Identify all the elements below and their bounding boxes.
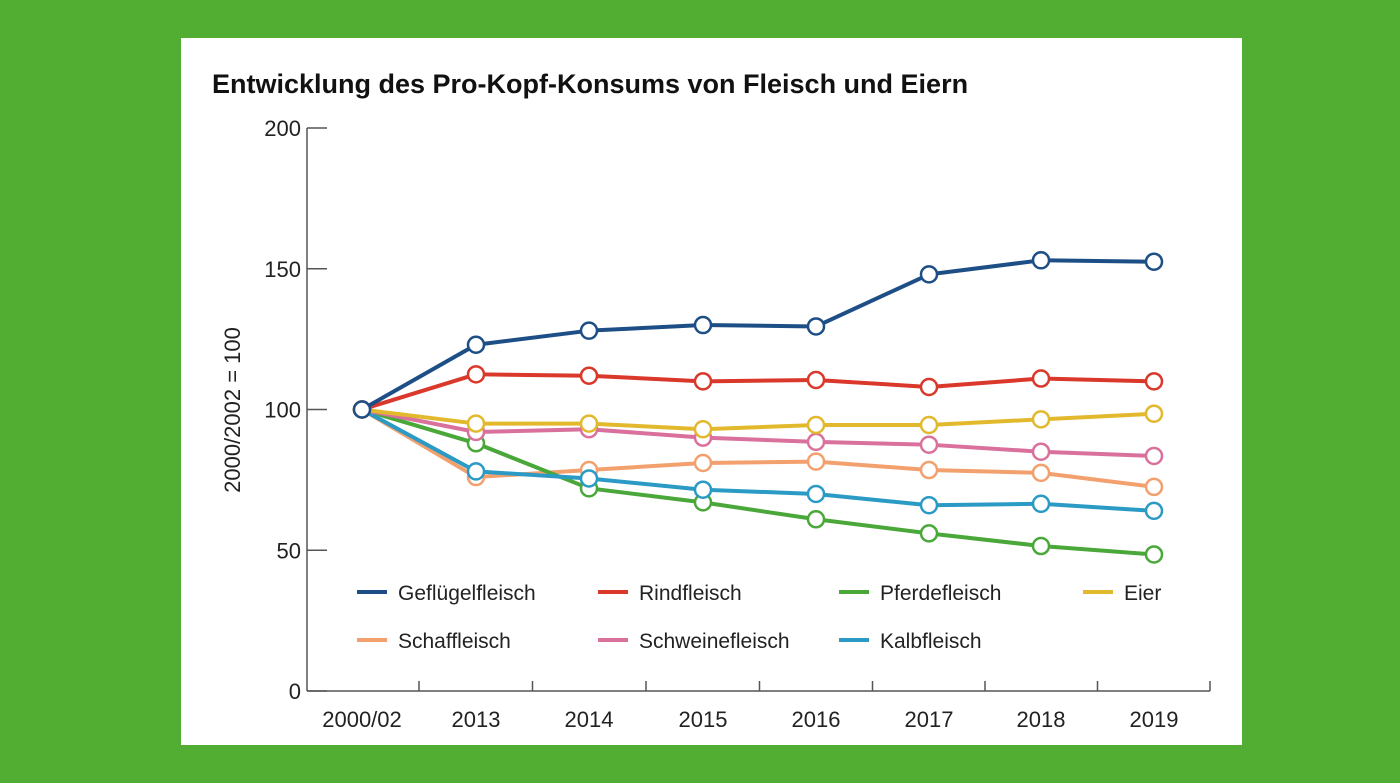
data-point	[466, 414, 486, 433]
data-point	[693, 453, 713, 473]
series-Eier	[352, 400, 1164, 439]
series-line	[361, 258, 1155, 412]
data-point	[579, 414, 599, 433]
data-point	[806, 415, 826, 435]
data-point	[579, 321, 599, 340]
data-point	[466, 335, 486, 355]
data-point	[806, 370, 826, 390]
data-point	[1031, 536, 1051, 556]
legend-label: Eier	[1124, 582, 1161, 605]
data-point	[806, 484, 826, 504]
legend-label: Geflügelfleisch	[398, 582, 536, 605]
data-point	[1031, 251, 1051, 270]
series-line	[361, 407, 1155, 513]
data-point	[1031, 463, 1051, 483]
x-tick-label: 2015	[679, 707, 728, 732]
series-line	[361, 407, 1155, 557]
data-point	[919, 524, 939, 543]
data-point	[1144, 252, 1164, 271]
legend: Geflügelfleisch Rindfleisch Pferdefleisch E…	[357, 582, 1161, 653]
x-tick-label: 2018	[1017, 707, 1066, 732]
x-tick-label: 2016	[792, 707, 841, 732]
data-point	[806, 432, 826, 452]
series-line	[361, 407, 1155, 432]
data-point	[1031, 369, 1051, 388]
chart-title: Entwicklung des Pro-Kopf-Konsums von Fle…	[212, 69, 968, 99]
y-tick-label: 200	[264, 116, 301, 141]
legend-item: Kalbfleisch	[839, 630, 982, 653]
data-point	[919, 495, 939, 515]
legend-label: Kalbfleisch	[880, 630, 982, 653]
series-Kalbfleisch	[352, 400, 1164, 521]
axes: 0 50 100 150 200 2000/02 2013 2014 2015 2016 2017 2…	[264, 116, 1211, 732]
data-point	[1144, 372, 1164, 391]
data-point	[1144, 501, 1164, 521]
legend-item: Pferdefleisch	[839, 582, 1001, 605]
x-tick-label: 2014	[565, 707, 614, 732]
series-Geflügelfleisch	[352, 251, 1164, 419]
data-point	[919, 460, 939, 480]
data-point	[919, 377, 939, 397]
legend-label: Schaffleisch	[398, 630, 511, 653]
series-line	[361, 407, 1155, 458]
legend-item: Rindfleisch	[598, 582, 742, 605]
data-point	[466, 365, 486, 384]
legend-label: Rindfleisch	[639, 582, 742, 605]
y-tick-label: 50	[277, 538, 301, 563]
legend-item: Geflügelfleisch	[357, 582, 536, 605]
data-point	[806, 510, 826, 529]
data-point	[1144, 545, 1164, 564]
legend-item: Schweinefleisch	[598, 630, 790, 653]
data-point	[919, 415, 939, 435]
data-point	[693, 480, 713, 499]
legend-label: Schweinefleisch	[639, 630, 790, 653]
data-point	[919, 265, 939, 284]
data-point	[1144, 446, 1164, 466]
y-tick-label: 0	[289, 679, 301, 704]
data-point	[693, 419, 713, 439]
data-point	[693, 315, 713, 335]
data-point	[806, 317, 826, 336]
data-point	[1031, 494, 1051, 514]
data-point	[919, 435, 939, 454]
data-point	[1031, 410, 1051, 429]
legend-item: Eier	[1083, 582, 1161, 605]
data-point	[352, 400, 372, 419]
y-tick-label: 100	[264, 398, 301, 423]
data-point	[1144, 404, 1164, 423]
series-group	[352, 251, 1164, 564]
legend-item: Schaffleisch	[357, 630, 511, 653]
data-point	[579, 469, 599, 488]
data-point	[1031, 442, 1051, 461]
data-point	[466, 462, 486, 481]
x-tick-label: 2013	[452, 707, 501, 732]
data-point	[693, 372, 713, 391]
data-point	[579, 366, 599, 385]
y-axis-label: 2000/2002 = 100	[220, 327, 245, 493]
chart-panel	[181, 38, 1242, 745]
x-tick-label: 2019	[1130, 707, 1179, 732]
x-tick-label: 2017	[905, 707, 954, 732]
series-line	[361, 372, 1155, 412]
data-point	[806, 452, 826, 471]
series-line	[360, 407, 1155, 489]
x-tick-label: 2000/02	[322, 707, 402, 732]
data-point	[1144, 477, 1164, 497]
legend-label: Pferdefleisch	[880, 582, 1001, 605]
y-tick-label: 150	[264, 257, 301, 282]
